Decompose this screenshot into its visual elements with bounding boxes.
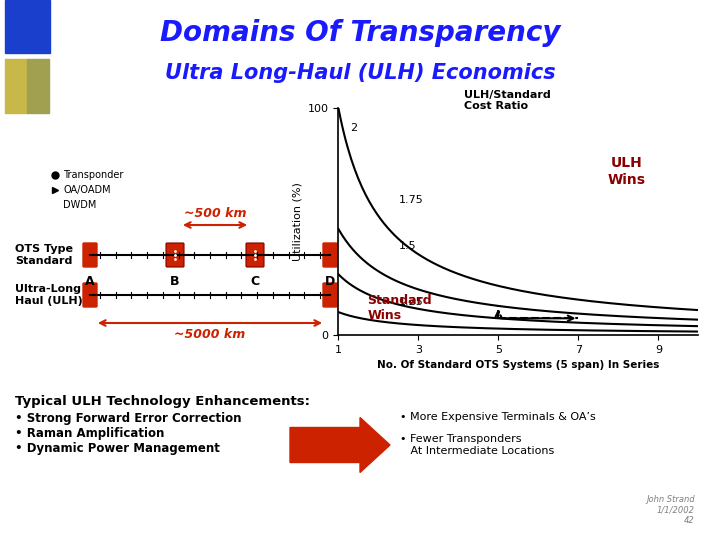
X-axis label: No. Of Standard OTS Systems (5 span) In Series: No. Of Standard OTS Systems (5 span) In … [377, 360, 660, 370]
Text: Domains Of Transparency: Domains Of Transparency [160, 19, 560, 48]
Text: • Raman Amplification: • Raman Amplification [15, 427, 164, 440]
Bar [27, 59, 50, 113]
Text: ULH
Wins: ULH Wins [608, 157, 645, 187]
Text: Standard
Wins: Standard Wins [367, 294, 432, 322]
FancyBboxPatch shape [83, 243, 97, 267]
Text: ULH/Standard
Cost Ratio: ULH/Standard Cost Ratio [464, 90, 551, 111]
Text: OA/OADM: OA/OADM [63, 185, 111, 195]
Text: 2: 2 [351, 123, 358, 133]
Text: 1.5: 1.5 [398, 241, 416, 251]
Text: ~5000 km: ~5000 km [174, 328, 246, 341]
Bar [5, 0, 50, 53]
Text: OTS Type
Standard: OTS Type Standard [15, 244, 73, 266]
FancyArrow shape [290, 417, 390, 472]
Bar [5, 59, 27, 113]
Text: John Strand
1/1/2002
42: John Strand 1/1/2002 42 [647, 495, 695, 525]
Text: D: D [325, 275, 335, 288]
Text: Ultra-Long
Haul (ULH): Ultra-Long Haul (ULH) [15, 284, 83, 306]
Text: C: C [251, 275, 260, 288]
Text: DWDM: DWDM [63, 200, 96, 210]
Text: • More Expensive Terminals & OA’s: • More Expensive Terminals & OA’s [400, 412, 595, 422]
FancyBboxPatch shape [323, 283, 337, 307]
FancyBboxPatch shape [83, 283, 97, 307]
Text: 1.75: 1.75 [398, 195, 423, 205]
Text: Transponder: Transponder [63, 170, 123, 180]
FancyBboxPatch shape [246, 243, 264, 267]
Text: Ultra Long-Haul (ULH) Economics: Ultra Long-Haul (ULH) Economics [165, 63, 555, 83]
FancyBboxPatch shape [166, 243, 184, 267]
Text: • Fewer Transponders
   At Intermediate Locations: • Fewer Transponders At Intermediate Loc… [400, 434, 554, 456]
Text: 1.25: 1.25 [398, 298, 423, 307]
FancyBboxPatch shape [323, 243, 337, 267]
Y-axis label: Utilization (%): Utilization (%) [292, 182, 302, 261]
Text: Typical ULH Technology Enhancements:: Typical ULH Technology Enhancements: [15, 395, 310, 408]
Text: • Dynamic Power Management: • Dynamic Power Management [15, 442, 220, 455]
Text: B: B [170, 275, 180, 288]
Text: • Strong Forward Error Correction: • Strong Forward Error Correction [15, 412, 241, 425]
Text: A: A [85, 275, 95, 288]
Text: ~500 km: ~500 km [184, 207, 246, 220]
